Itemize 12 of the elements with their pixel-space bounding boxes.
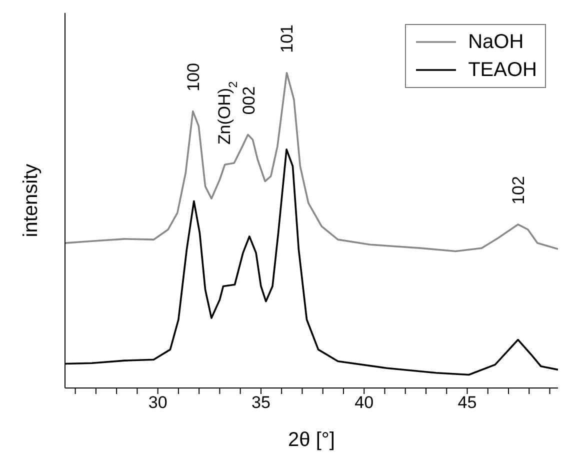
x-tick-label: 30 bbox=[148, 393, 168, 412]
legend-label: NaOH bbox=[468, 30, 524, 55]
x-tick-label: 45 bbox=[458, 393, 477, 412]
y-axis-title: intensity bbox=[20, 164, 42, 238]
annotation: 100 bbox=[184, 62, 203, 92]
x-tick-label: 35 bbox=[252, 393, 270, 412]
x-axis-title: 2θ [°] bbox=[288, 429, 335, 451]
annotation: 102 bbox=[508, 176, 528, 204]
x-tick-label: 40 bbox=[354, 393, 374, 412]
legend-label: TEAOH bbox=[468, 58, 537, 83]
annotation: 002 bbox=[240, 86, 259, 115]
annotation: 101 bbox=[278, 24, 297, 53]
